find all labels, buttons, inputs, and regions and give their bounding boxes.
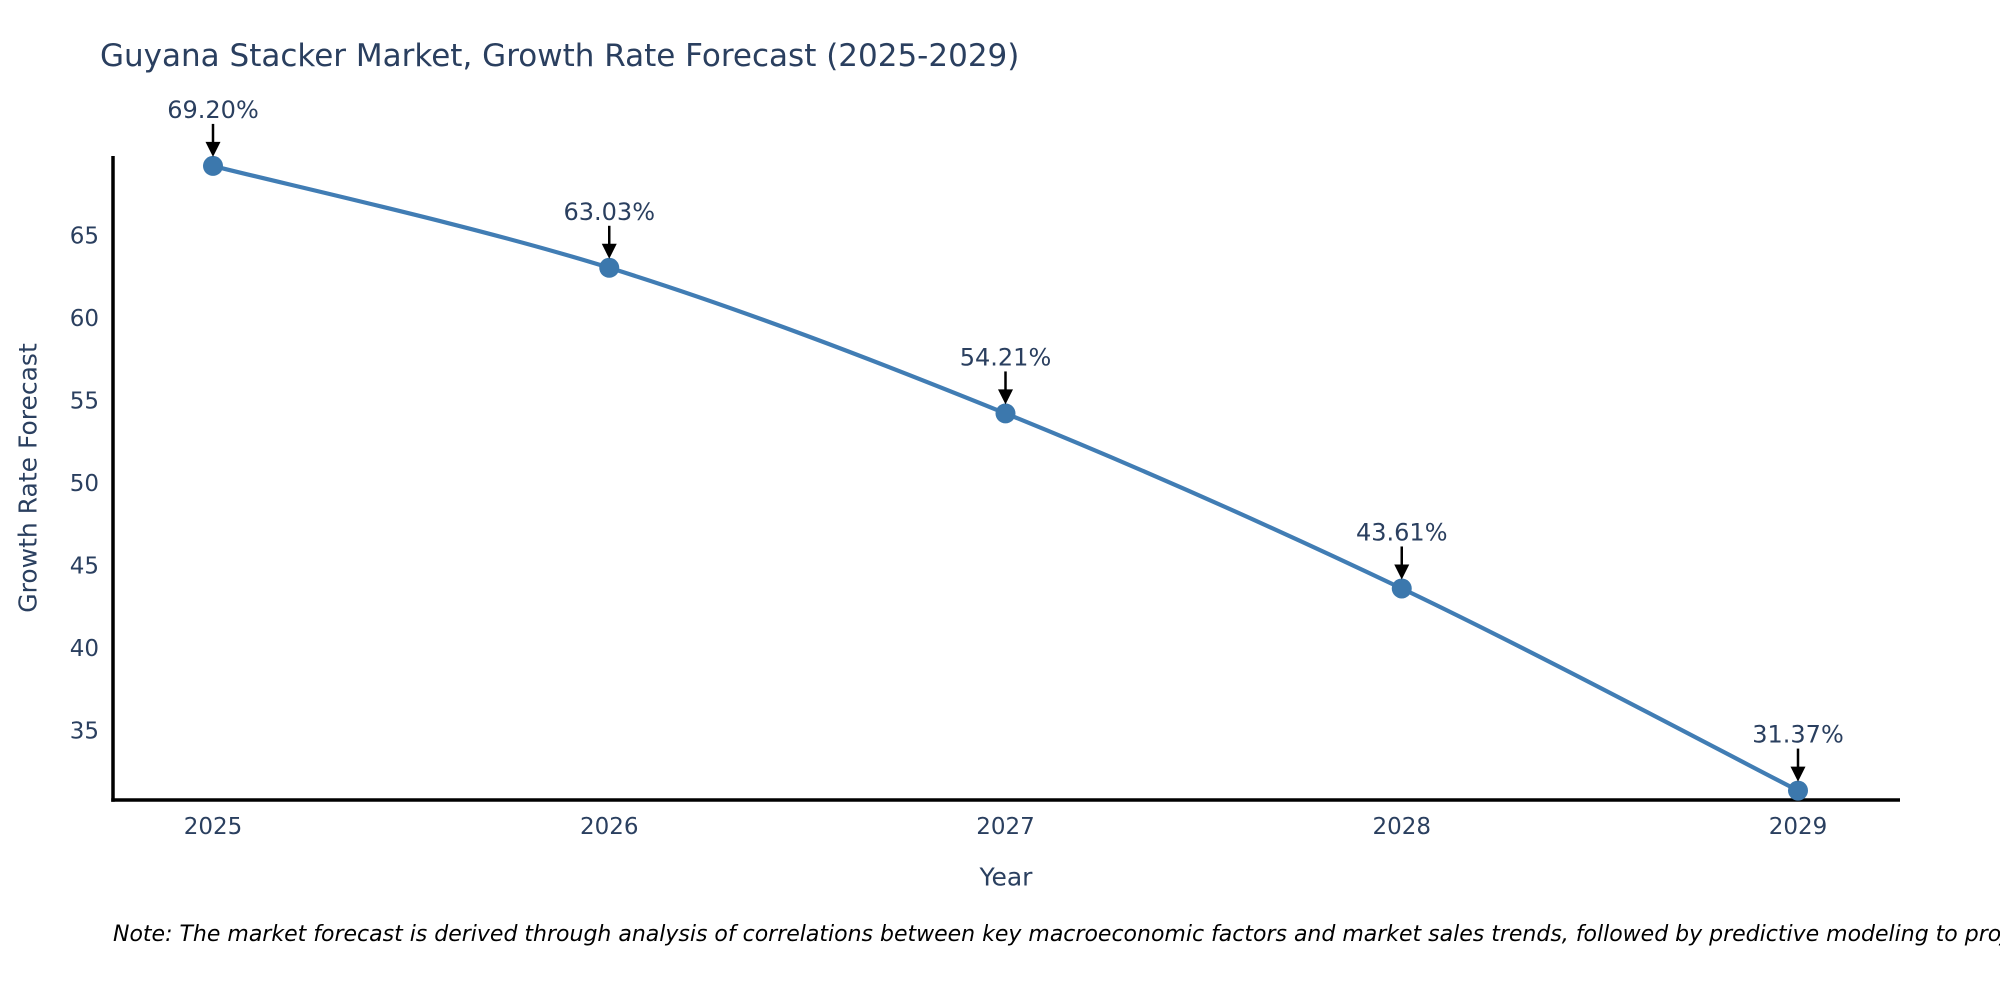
y-tick-label: 65 xyxy=(70,223,99,249)
annotation-arrowhead xyxy=(998,389,1013,405)
y-axis-title: Growth Rate Forecast xyxy=(13,343,43,613)
annotation-arrowhead xyxy=(601,243,617,259)
data-point-marker[interactable] xyxy=(995,403,1016,424)
data-point-marker[interactable] xyxy=(1391,578,1412,599)
y-tick-label: 55 xyxy=(70,388,99,414)
data-point-marker[interactable] xyxy=(599,257,620,278)
trend-line xyxy=(212,163,1799,793)
annotation-arrowhead xyxy=(1790,766,1806,782)
x-tick-label: 2028 xyxy=(1372,814,1431,840)
y-tick-label: 60 xyxy=(70,306,99,332)
annotation-label: 69.20% xyxy=(167,96,259,124)
annotation-label: 63.03% xyxy=(563,198,655,226)
x-tick-label: 2025 xyxy=(184,814,243,840)
y-tick-label: 40 xyxy=(70,636,99,662)
footnote: Note: The market forecast is derived thr… xyxy=(113,922,2000,947)
y-tick-label: 45 xyxy=(70,554,99,580)
x-axis-title: Year xyxy=(979,862,1033,892)
x-tick-label: 2027 xyxy=(976,814,1035,840)
annotation-label: 54.21% xyxy=(960,343,1052,371)
data-point-marker[interactable] xyxy=(1788,780,1808,801)
annotation-arrowhead xyxy=(1394,564,1410,580)
annotation-label: 43.61% xyxy=(1356,518,1448,546)
data-point-marker[interactable] xyxy=(203,155,223,176)
y-tick-label: 50 xyxy=(70,471,99,497)
x-tick-label: 2026 xyxy=(580,814,639,840)
annotation-label: 31.37% xyxy=(1752,721,1844,749)
x-tick-label: 2029 xyxy=(1769,814,1828,840)
y-tick-label: 35 xyxy=(70,719,99,745)
annotation-arrowhead xyxy=(205,141,221,157)
chart-title: Guyana Stacker Market, Growth Rate Forec… xyxy=(100,38,1020,74)
